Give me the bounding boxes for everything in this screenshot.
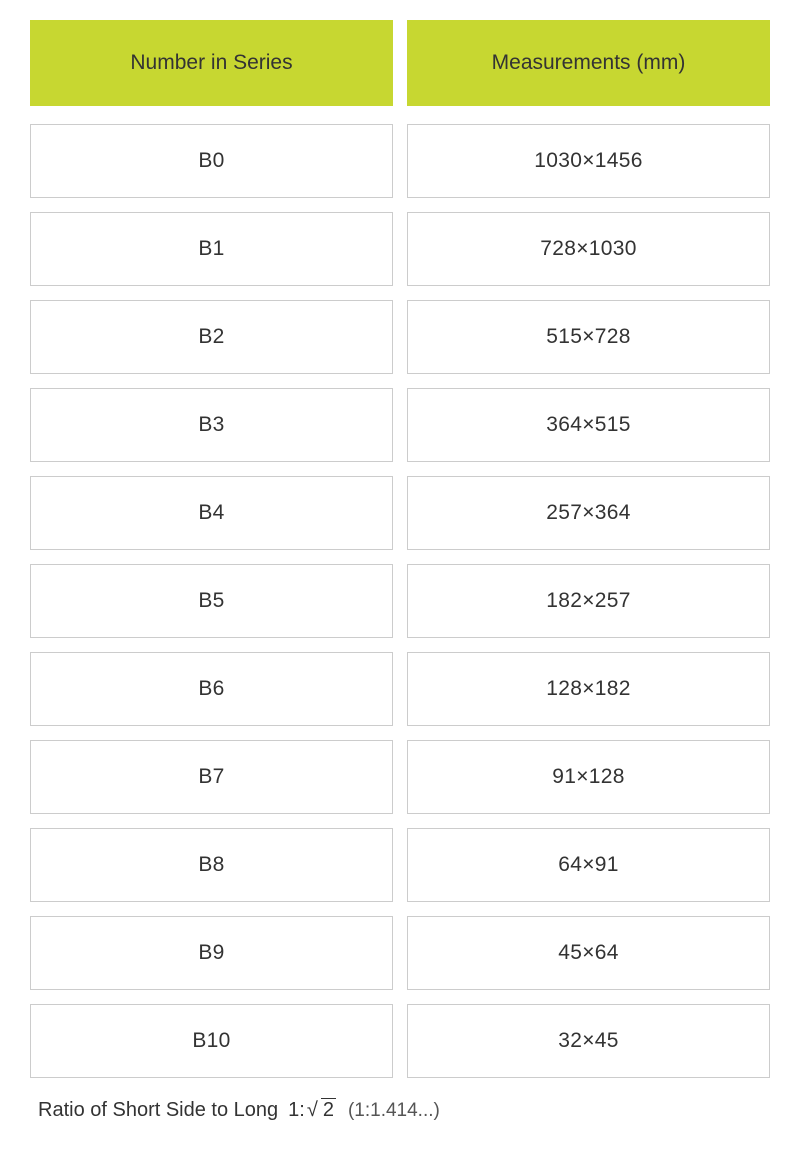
header-measurements: Measurements (mm)	[407, 20, 770, 106]
radicand: 2	[321, 1098, 336, 1122]
table-row: B6128×182	[30, 652, 770, 726]
table-row: B5182×257	[30, 564, 770, 638]
cell-series: B1	[30, 212, 393, 286]
cell-measurement: 728×1030	[407, 212, 770, 286]
table-body: B01030×1456B1728×1030B2515×728B3364×515B…	[30, 124, 770, 1092]
cell-measurement: 91×128	[407, 740, 770, 814]
cell-measurement: 257×364	[407, 476, 770, 550]
paper-size-table: Number in Series Measurements (mm) B0103…	[30, 20, 770, 1092]
table-row: B864×91	[30, 828, 770, 902]
cell-series: B8	[30, 828, 393, 902]
cell-series: B6	[30, 652, 393, 726]
table-row: B01030×1456	[30, 124, 770, 198]
table-row: B4257×364	[30, 476, 770, 550]
table-header-row: Number in Series Measurements (mm)	[30, 20, 770, 106]
table-row: B791×128	[30, 740, 770, 814]
ratio-prefix: 1:	[288, 1099, 305, 1122]
header-series: Number in Series	[30, 20, 393, 106]
ratio-label: Ratio of Short Side to Long	[38, 1099, 278, 1122]
table-row: B3364×515	[30, 388, 770, 462]
cell-measurement: 45×64	[407, 916, 770, 990]
ratio-decimal: (1:1.414...)	[348, 1100, 440, 1122]
cell-series: B9	[30, 916, 393, 990]
ratio-value: 1: √2	[288, 1098, 336, 1122]
cell-measurement: 64×91	[407, 828, 770, 902]
table-row: B2515×728	[30, 300, 770, 374]
cell-series: B4	[30, 476, 393, 550]
cell-series: B5	[30, 564, 393, 638]
cell-series: B2	[30, 300, 393, 374]
cell-measurement: 182×257	[407, 564, 770, 638]
cell-measurement: 128×182	[407, 652, 770, 726]
table-row: B1728×1030	[30, 212, 770, 286]
ratio-footer: Ratio of Short Side to Long 1: √2 (1:1.4…	[30, 1092, 770, 1122]
cell-measurement: 1030×1456	[407, 124, 770, 198]
cell-measurement: 515×728	[407, 300, 770, 374]
cell-series: B3	[30, 388, 393, 462]
table-row: B945×64	[30, 916, 770, 990]
cell-measurement: 364×515	[407, 388, 770, 462]
cell-series: B7	[30, 740, 393, 814]
cell-measurement: 32×45	[407, 1004, 770, 1078]
cell-series: B10	[30, 1004, 393, 1078]
table-row: B1032×45	[30, 1004, 770, 1078]
cell-series: B0	[30, 124, 393, 198]
sqrt-symbol: √	[307, 1099, 318, 1122]
